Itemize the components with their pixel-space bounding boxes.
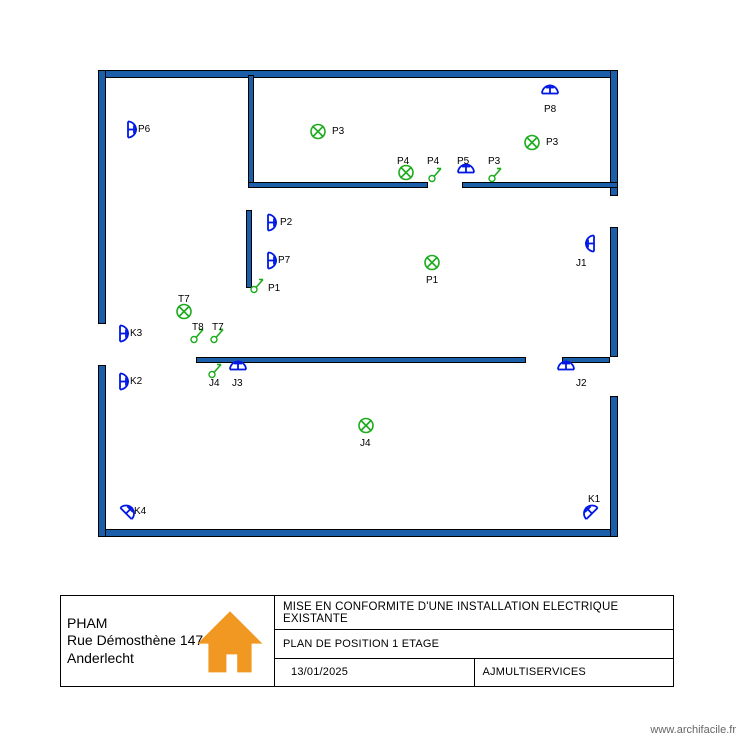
outlet-symbol	[109, 323, 131, 350]
symbol-label: J3	[232, 378, 243, 389]
symbol-label: P7	[278, 255, 290, 266]
title-block: PHAM Rue Démosthène 147 Anderlecht MISE …	[60, 595, 674, 687]
symbol-label: J4	[209, 378, 220, 389]
light-symbol	[523, 134, 541, 157]
wall	[248, 75, 254, 187]
drawing-title: PLAN DE POSITION 1 ETAGE	[275, 630, 673, 659]
symbol-label: T7	[212, 322, 224, 333]
light-symbol	[357, 417, 375, 440]
wall	[610, 396, 618, 537]
outlet-symbol	[583, 233, 605, 260]
outlet-symbol	[257, 250, 279, 277]
symbol-label: P8	[544, 104, 556, 115]
address-street: Rue Démosthène 147	[67, 632, 203, 650]
symbol-label: P3	[332, 126, 344, 137]
switch-symbol	[487, 166, 505, 189]
symbol-label: J2	[576, 378, 587, 389]
light-symbol	[175, 303, 193, 326]
symbol-label: T7	[178, 294, 190, 305]
house-icon	[194, 604, 266, 676]
wall	[98, 70, 106, 324]
wall	[98, 529, 618, 537]
symbol-label: K1	[588, 494, 600, 505]
wall	[462, 182, 618, 188]
wall	[98, 365, 106, 537]
symbol-label: J4	[360, 438, 371, 449]
outlet-symbol	[555, 359, 577, 386]
symbol-label: P4	[397, 156, 409, 167]
wall	[610, 70, 618, 196]
light-symbol	[309, 123, 327, 146]
symbol-label: P1	[426, 275, 438, 286]
outlet-symbol	[117, 119, 139, 146]
watermark: www.archifacile.fr	[650, 724, 736, 736]
project-title: MISE EN CONFORMITE D'UNE INSTALLATION EL…	[275, 596, 673, 630]
symbol-label: P4	[427, 156, 439, 167]
address-name: PHAM	[67, 615, 203, 633]
date-cell: 13/01/2025	[283, 659, 475, 687]
address-cell: PHAM Rue Démosthène 147 Anderlecht	[60, 595, 275, 687]
floorplan-canvas: P6 P8 P3 P3 P4 P4 P5 P3 P2 P7	[98, 70, 618, 538]
outlet-symbol	[257, 212, 279, 239]
symbol-label: P1	[268, 283, 280, 294]
wall	[610, 227, 618, 357]
switch-symbol	[249, 277, 267, 300]
outlet-symbol	[581, 503, 603, 530]
symbol-label: P3	[546, 137, 558, 148]
company-cell: AJMULTISERVICES	[475, 659, 666, 687]
address-city: Anderlecht	[67, 650, 203, 668]
symbol-label: P5	[457, 156, 469, 167]
symbol-label: T8	[192, 322, 204, 333]
light-symbol	[423, 254, 441, 277]
outlet-symbol	[109, 371, 131, 398]
symbol-label: K2	[130, 376, 142, 387]
symbol-label: P6	[138, 124, 150, 135]
switch-symbol	[427, 166, 445, 189]
wall	[98, 70, 618, 78]
symbol-label: P3	[488, 156, 500, 167]
symbol-label: J1	[576, 258, 587, 269]
symbol-label: K3	[130, 328, 142, 339]
symbol-label: K4	[134, 506, 146, 517]
symbol-label: P2	[280, 217, 292, 228]
